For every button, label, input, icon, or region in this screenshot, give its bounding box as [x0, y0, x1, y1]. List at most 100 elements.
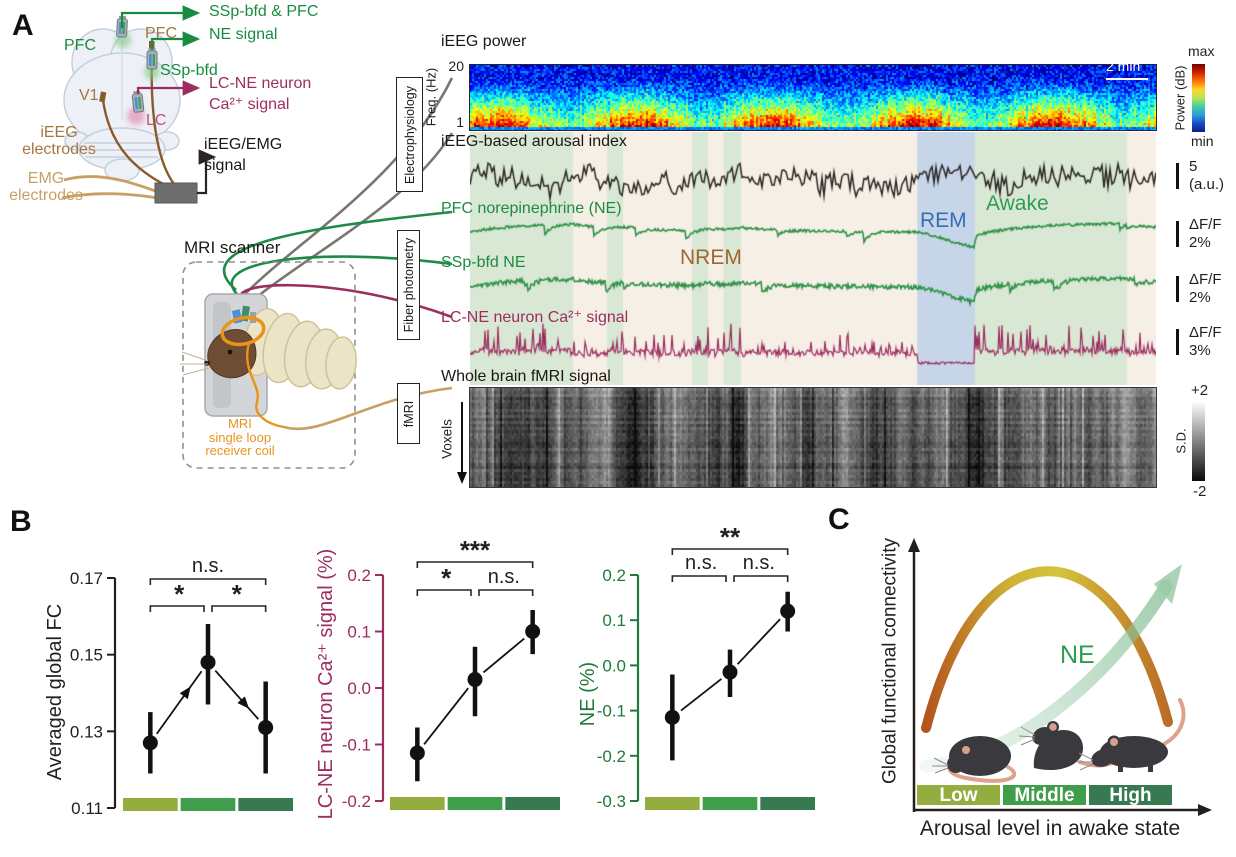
y-tick-label: -0.1 [342, 736, 371, 755]
arousal-group-bar-high [760, 797, 815, 810]
global-fc-plot: 0.17 0.15 0.13 0.11 n.s. * * [70, 555, 293, 818]
direction-arrowhead-icon [179, 686, 191, 700]
panel-c-xlabel: Arousal level in awake state [919, 817, 1181, 840]
y-tick-label: 0.0 [602, 656, 626, 675]
data-point [258, 720, 274, 735]
significance-bracket [149, 578, 267, 585]
y-tick-label: -0.2 [597, 747, 626, 766]
ieeg-cable [242, 77, 454, 297]
eeg-arrow [197, 149, 217, 195]
coil-label: MRI single loop receiver coil [205, 416, 275, 459]
lc-fiber-implant-icon [131, 90, 145, 113]
voxels-axis-label: Voxels [439, 419, 455, 459]
ca-signal-out-label: LC-NE neuron Ca²⁺ signal [209, 75, 312, 113]
lc-ca-label: LC-NE neuron Ca²⁺ signal [441, 309, 629, 326]
emg-cable [248, 132, 454, 305]
connector-line [680, 678, 722, 712]
time-scalebar-line [1106, 78, 1148, 80]
data-point [780, 603, 796, 619]
data-point [200, 654, 216, 670]
y-tick-label: 0.15 [70, 646, 103, 665]
arousal-bar-label: High [1109, 785, 1151, 806]
data-point [664, 709, 680, 725]
arousal-group-bar-middle [180, 798, 236, 811]
pfc-scalebar-tick [1176, 221, 1179, 247]
arousal-scale-unit: (a.u.) [1189, 176, 1225, 193]
connector-line [736, 618, 781, 665]
ne-curve-label: NE [1060, 641, 1095, 669]
significance-bracket [416, 561, 534, 568]
fmri-cable [283, 386, 453, 431]
connector-line [156, 670, 203, 735]
sd-top-label: +2 [1191, 382, 1209, 399]
arousal-diagram: Low Middle High [908, 538, 1212, 816]
y-tick-label: -0.3 [597, 792, 626, 811]
y-tick-label: 0.1 [602, 611, 626, 630]
fiber-photometry-box: Fiber photometry [397, 230, 420, 340]
connector-line [423, 687, 469, 745]
mouse-low-arousal-icon [932, 736, 1017, 783]
power-colorbar [1192, 64, 1205, 132]
colorbar-max-label: max [1188, 43, 1215, 59]
rem-state-label: REM [920, 209, 967, 232]
y-tick-label: 0.2 [602, 566, 626, 585]
significance-label: n.s. [685, 552, 717, 574]
pfc-scale-unit: 2% [1189, 234, 1211, 251]
pfc-fiber-cable [222, 210, 453, 291]
global-fc-ylabel: Averaged global FC [44, 603, 66, 781]
significance-label: ** [720, 522, 741, 552]
y-tick-label: 0.11 [71, 799, 103, 818]
pfc-fiber-label: PFC [64, 37, 96, 54]
emg-wires [61, 175, 159, 200]
arousal-bar-label: Low [940, 785, 978, 806]
y-tick-label: 0.17 [70, 569, 103, 588]
arousal-scalebar-tick [1176, 163, 1179, 189]
mri-scanner-title: MRI scanner [184, 238, 281, 257]
significance-label: * [174, 579, 185, 609]
spectrogram-title: iEEG power [441, 33, 527, 50]
significance-bracket [416, 589, 472, 596]
whiskers-icon [180, 351, 210, 376]
y-axis-arrowhead-icon [908, 538, 920, 552]
ssp-scale-unit: 2% [1189, 289, 1211, 306]
arousal-bar-label: Middle [1014, 785, 1074, 806]
lc-ca-plot: 0.20.10.0-0.1-0.2**** n.s. [342, 535, 560, 811]
connector-line [482, 637, 525, 674]
panel-c-letter: C [828, 503, 850, 536]
lc-scalebar-tick [1176, 329, 1179, 355]
lc-ca-ylabel: LC-NE neuron Ca²⁺ signal (%) [315, 548, 337, 820]
x-axis-arrowhead-icon [1198, 804, 1212, 816]
ne-arrow-1 [120, 5, 201, 28]
arousal-group-bar-low [390, 797, 445, 810]
connector-box-icon [154, 182, 198, 204]
sd-axis-label: S.D. [1173, 428, 1189, 454]
v1-electrode-icon [99, 91, 107, 103]
mouse-in-scanner-illustration [180, 293, 357, 429]
pfc-scale-value: ΔF/F [1189, 216, 1222, 233]
lc-label: LC [146, 112, 167, 129]
v1-label: V1 [79, 87, 99, 104]
arousal-scale-value: 5 [1189, 158, 1198, 175]
significance-bracket [671, 575, 727, 582]
ne-arrow-2 [150, 31, 201, 50]
significance-label: *** [460, 535, 491, 565]
arousal-group-bar-middle [447, 797, 503, 810]
coil-wire [246, 342, 285, 429]
y-tick-label: -0.1 [597, 702, 626, 721]
ne-arrowhead-icon [1154, 564, 1182, 604]
fmri-signal-label: Whole brain fMRI signal [441, 368, 611, 385]
pfc-ne-label: PFC norepinephrine (NE) [441, 200, 622, 217]
lc-scale-unit: 3% [1189, 342, 1211, 359]
ssp-scalebar-tick [1176, 276, 1179, 302]
nrem-state-label: NREM [680, 246, 742, 269]
ca-arrow [136, 80, 201, 96]
fmri-box: fMRI [397, 383, 420, 444]
mouse-high-arousal-icon [1077, 698, 1186, 772]
voxels-arrow-icon [457, 402, 467, 484]
ne-ylabel: NE (%) [577, 661, 599, 727]
freq-tick-top: 20 [448, 58, 464, 74]
receiver-coil-icon [220, 315, 266, 347]
significance-bracket [149, 605, 205, 612]
inverted-u-curve [921, 566, 1173, 733]
data-point [409, 745, 425, 761]
